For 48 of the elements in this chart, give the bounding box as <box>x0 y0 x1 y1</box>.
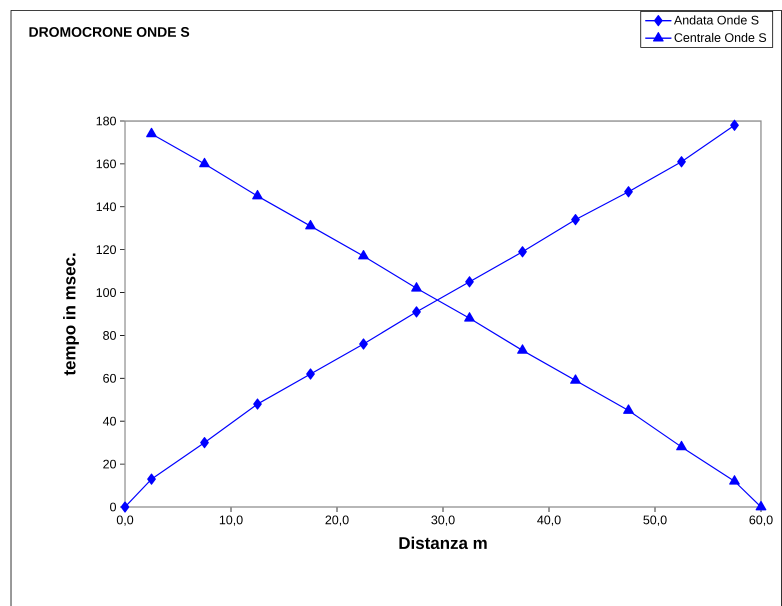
point <box>146 128 157 138</box>
point <box>570 374 581 384</box>
point <box>730 120 739 131</box>
point <box>200 437 209 448</box>
point <box>623 404 634 414</box>
point <box>199 158 210 168</box>
y-tick-label: 160 <box>96 159 116 168</box>
point <box>677 156 686 168</box>
y-tick-label: 40 <box>102 416 116 426</box>
legend-label: Centrale Onde S <box>674 32 766 42</box>
point <box>120 501 130 513</box>
point <box>253 398 262 410</box>
point <box>676 440 687 450</box>
point <box>571 214 580 226</box>
point <box>464 312 475 322</box>
y-tick-label: 60 <box>103 374 116 383</box>
y-tick-label: 80 <box>103 331 116 340</box>
point <box>358 250 369 260</box>
x-tick-label: 0,0 <box>116 516 134 526</box>
chart-title: DROMOCRONE ONDE S <box>29 27 190 37</box>
legend-label: Andata Onde S <box>674 15 758 25</box>
point <box>756 500 766 510</box>
y-tick-label: 100 <box>96 288 116 297</box>
y-tick-label: 120 <box>96 245 116 254</box>
point <box>147 474 156 485</box>
point <box>359 338 368 350</box>
x-tick-label: 10,0 <box>220 516 243 526</box>
y-axis-title: tempo in msec. <box>63 254 79 376</box>
point <box>411 282 422 292</box>
x-tick-label: 20,0 <box>326 516 349 526</box>
x-tick-label: 60,0 <box>750 516 773 526</box>
point <box>465 276 474 288</box>
y-tick-label: 140 <box>96 202 116 212</box>
y-tick-label: 20 <box>103 460 116 469</box>
point <box>252 190 263 200</box>
y-tick-label: 180 <box>96 116 116 126</box>
point <box>624 186 633 198</box>
x-tick-label: 30,0 <box>431 516 455 526</box>
point <box>517 344 528 354</box>
x-tick-label: 40,0 <box>537 516 561 526</box>
point <box>412 306 421 318</box>
point <box>729 475 740 485</box>
y-tick-label: 0 <box>110 502 116 512</box>
x-axis-title: Distanza m <box>399 536 487 550</box>
point <box>305 220 316 230</box>
point <box>306 368 315 380</box>
point <box>518 246 527 258</box>
x-tick-label: 50,0 <box>643 516 667 526</box>
